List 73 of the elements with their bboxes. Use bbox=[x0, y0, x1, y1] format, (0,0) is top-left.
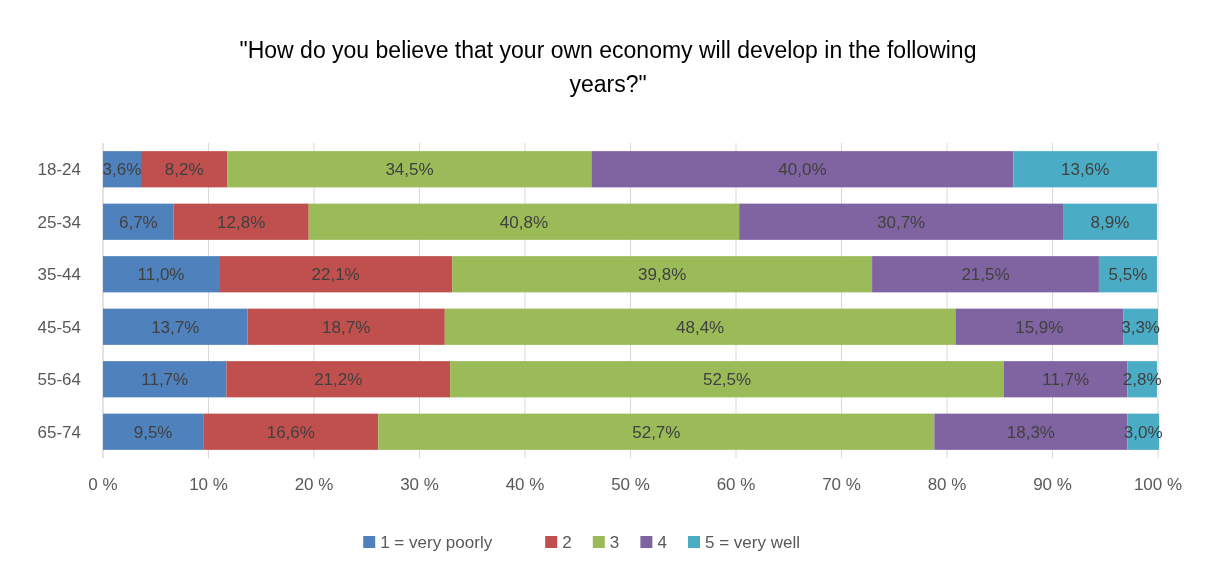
data-label: 18,3% bbox=[1006, 422, 1055, 442]
bar bbox=[103, 256, 220, 293]
bar bbox=[452, 256, 873, 293]
legend-label: 5 = very well bbox=[705, 533, 800, 552]
data-label: 34,5% bbox=[385, 160, 434, 180]
bar bbox=[591, 151, 1014, 188]
y-tick-label: 45-54 bbox=[37, 317, 81, 337]
x-tick-label: 100 % bbox=[1133, 475, 1183, 494]
x-tick-label: 0 % bbox=[88, 475, 118, 494]
data-label: 30,7% bbox=[877, 212, 926, 232]
x-tick-label: 10 % bbox=[189, 475, 228, 494]
bar bbox=[103, 308, 248, 345]
x-tick-label: 70 % bbox=[822, 475, 861, 494]
bar bbox=[1063, 203, 1157, 240]
bar bbox=[140, 151, 228, 188]
bar bbox=[247, 308, 445, 345]
data-label: 15,9% bbox=[1015, 317, 1064, 337]
x-tick-label: 80 % bbox=[927, 475, 967, 494]
chart-title: "How do you believe that your own economy will develop in the following years?" bbox=[239, 37, 977, 97]
bar bbox=[1013, 151, 1157, 188]
data-label: 16,6% bbox=[266, 422, 315, 442]
legend-label: 3 bbox=[609, 533, 620, 552]
x-tick-label: 90 % bbox=[1033, 475, 1072, 494]
data-label: 52,7% bbox=[632, 422, 681, 442]
data-label: 18,7% bbox=[322, 317, 371, 337]
data-label: 6,7% bbox=[118, 212, 158, 232]
x-tick-label: 60 % bbox=[716, 475, 756, 494]
data-label: 52,5% bbox=[702, 370, 752, 390]
data-label: 40,8% bbox=[499, 212, 549, 232]
bar bbox=[739, 203, 1064, 240]
data-label: 11,0% bbox=[137, 265, 185, 285]
y-tick-label: 55-64 bbox=[37, 370, 81, 390]
bar bbox=[450, 361, 1004, 398]
bar bbox=[308, 203, 740, 240]
y-tick-label: 65-74 bbox=[37, 422, 81, 442]
data-label: 22,1% bbox=[311, 265, 360, 285]
y-tick-label: 25-34 bbox=[37, 212, 81, 232]
data-label: 21,5% bbox=[961, 265, 1010, 285]
bar bbox=[226, 361, 451, 398]
bar bbox=[219, 256, 453, 293]
data-label: 5,5% bbox=[1108, 265, 1148, 285]
bar bbox=[444, 308, 956, 345]
x-tick-label: 20 % bbox=[294, 475, 334, 494]
data-label: 48,4% bbox=[676, 317, 725, 337]
bar bbox=[103, 361, 227, 398]
data-label: 13,7% bbox=[151, 317, 200, 337]
bar bbox=[955, 308, 1124, 345]
x-tick-label: 30 % bbox=[400, 475, 439, 494]
data-label: 8,9% bbox=[1090, 212, 1130, 232]
data-label: 21,2% bbox=[314, 370, 363, 390]
bar bbox=[872, 256, 1099, 293]
bar bbox=[173, 203, 309, 240]
x-tick-label: 50 % bbox=[611, 475, 650, 494]
legend-label: 2 bbox=[562, 533, 572, 552]
bar bbox=[378, 413, 935, 450]
data-label: 8,2% bbox=[164, 160, 204, 180]
y-tick-label: 18-24 bbox=[37, 160, 81, 180]
data-label: 39,8% bbox=[638, 265, 687, 285]
bar bbox=[103, 413, 204, 450]
bar bbox=[103, 203, 174, 240]
data-label: 12,8% bbox=[217, 212, 266, 232]
y-tick-label: 35-44 bbox=[37, 265, 81, 285]
legend-label: 4 bbox=[657, 533, 667, 552]
data-label: 40,0% bbox=[778, 160, 827, 180]
data-label: 9,5% bbox=[133, 422, 173, 442]
data-label: 11,7% bbox=[141, 370, 189, 390]
data-label: 13,6% bbox=[1061, 160, 1110, 180]
legend-label: 1 = very poorly bbox=[380, 533, 493, 552]
data-label: 11,7% bbox=[1042, 370, 1090, 390]
bar bbox=[203, 413, 379, 450]
bar bbox=[227, 151, 592, 188]
data-label: 3,6% bbox=[102, 160, 142, 180]
x-tick-label: 40 % bbox=[505, 475, 545, 494]
